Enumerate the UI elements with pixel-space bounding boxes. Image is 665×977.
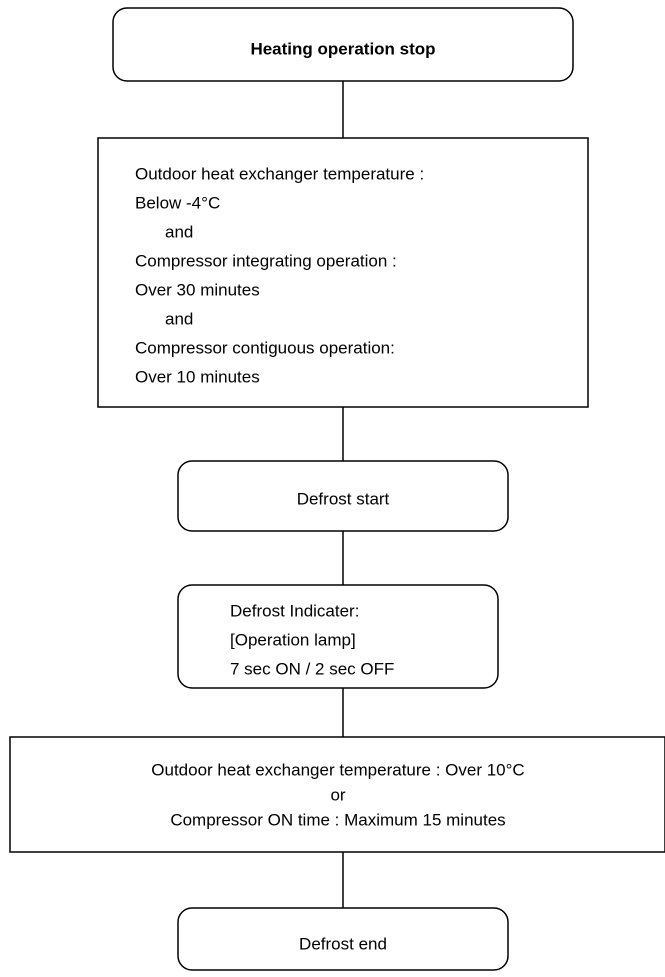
node-text: Defrost end	[299, 934, 387, 953]
node-text: Defrost start	[297, 489, 390, 508]
node-text: 7 sec ON / 2 sec OFF	[230, 659, 394, 678]
step-box	[177, 460, 509, 532]
node-text: and	[165, 222, 193, 241]
node-text: or	[330, 785, 345, 804]
node-text: Compressor ON time : Maximum 15 minutes	[170, 810, 505, 829]
node-text: Below -4°C	[135, 193, 220, 212]
node-text: Outdoor heat exchanger temperature :	[135, 164, 424, 183]
node-text: Over 10 minutes	[135, 367, 260, 386]
terminal-box	[177, 907, 509, 971]
terminal-box	[112, 7, 574, 82]
node-text: [Operation lamp]	[230, 630, 356, 649]
node-text: Compressor contiguous operation:	[135, 338, 395, 357]
node-text: Defrost Indicater:	[230, 601, 359, 620]
step-box	[177, 584, 499, 689]
node-text: and	[165, 309, 193, 328]
node-text: Heating operation stop	[250, 39, 435, 58]
node-text: Outdoor heat exchanger temperature : Ove…	[151, 760, 524, 779]
process-box	[97, 137, 589, 408]
node-text: Compressor integrating operation :	[135, 251, 397, 270]
process-box	[9, 736, 665, 853]
node-text: Over 30 minutes	[135, 280, 260, 299]
